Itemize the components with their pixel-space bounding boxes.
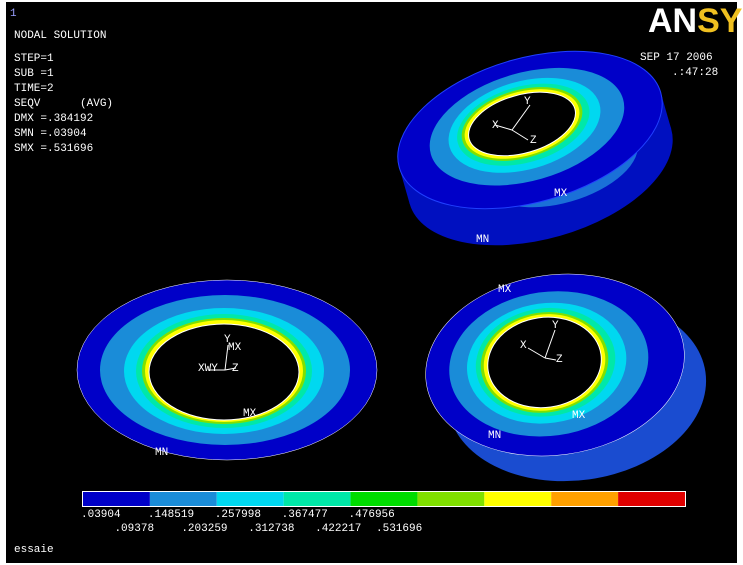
annotation: MX — [243, 408, 257, 420]
legend-swatch — [83, 492, 150, 506]
date: SEP 17 2006 — [640, 52, 713, 64]
time: .:47:28 — [672, 67, 718, 79]
header-line: SEQV (AVG) — [14, 98, 113, 110]
annotation: MX — [498, 284, 512, 296]
header-line: SMN =.03904 — [14, 128, 87, 140]
header-line: SMX =.531696 — [14, 143, 93, 155]
annotation: MN — [476, 234, 489, 246]
legend-swatch — [284, 492, 351, 506]
legend-label: .367477 — [282, 509, 328, 521]
annotation: X — [492, 120, 499, 132]
legend-label: .148519 — [148, 509, 194, 521]
page: 1 NODAL SOLUTION STEP=1 SUB =1 TIME=2 SEQV (… — [0, 0, 743, 565]
legend-swatch — [618, 492, 685, 506]
screen: 1 NODAL SOLUTION STEP=1 SUB =1 TIME=2 SEQV (… — [0, 0, 743, 565]
annotation: MN — [155, 447, 168, 459]
annotation: Z — [232, 363, 239, 375]
legend-label: .09378 — [114, 523, 154, 535]
legend-label: .531696 — [376, 523, 422, 535]
annotation: MN — [488, 430, 501, 442]
header-line: TIME=2 — [14, 83, 54, 95]
annotation: MX — [554, 188, 568, 200]
footer: essaie — [14, 544, 54, 556]
legend-swatch — [150, 492, 217, 506]
header-line: DMX =.384192 — [14, 113, 93, 125]
header-line: NODAL SOLUTION — [14, 30, 106, 42]
annotation: MX — [228, 342, 242, 354]
annotation: Z — [556, 354, 563, 366]
legend-swatch — [351, 492, 418, 506]
annotation: MX — [572, 410, 586, 422]
legend-swatch — [417, 492, 484, 506]
legend-swatch — [217, 492, 284, 506]
annotation: XWY — [198, 363, 218, 375]
legend-swatch — [484, 492, 551, 506]
header-line: STEP=1 — [14, 53, 54, 65]
legend-label: .257998 — [215, 509, 261, 521]
window-number: 1 — [10, 8, 17, 20]
legend-label: .422217 — [315, 523, 361, 535]
legend-label: .203259 — [181, 523, 227, 535]
annotation: Y — [524, 96, 531, 108]
annotation: Y — [552, 320, 559, 332]
legend-label: .476956 — [349, 509, 395, 521]
annotation: X — [520, 340, 527, 352]
header-line: SUB =1 — [14, 68, 54, 80]
annotation: Z — [530, 135, 537, 147]
legend-label: .312738 — [248, 523, 294, 535]
legend-swatch — [551, 492, 618, 506]
legend-label: .03904 — [81, 509, 121, 521]
